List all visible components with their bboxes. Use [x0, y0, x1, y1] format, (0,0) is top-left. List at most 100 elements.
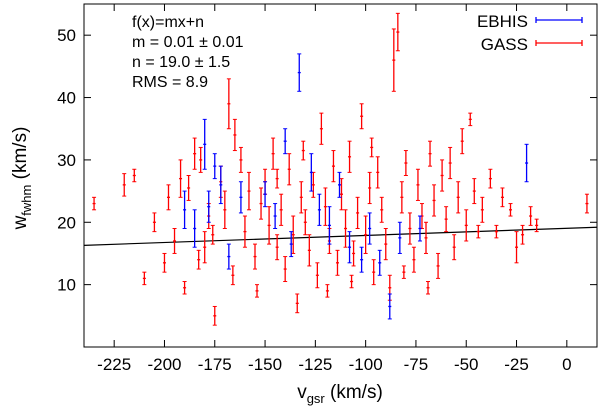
- gass-data-point: [92, 196, 97, 211]
- gass-data-point: [347, 140, 352, 173]
- ebhis-data-point: [212, 153, 217, 180]
- gass-data-point: [528, 206, 533, 226]
- gass-data-point: [444, 206, 449, 233]
- x-tick-label: -100: [349, 355, 383, 374]
- gass-data-point: [301, 140, 306, 161]
- ebhis-data-point: [226, 243, 231, 270]
- ebhis-data-point: [397, 221, 402, 254]
- fit-slope: m = 0.01 ± 0.01: [132, 34, 244, 51]
- gass-data-point: [343, 209, 348, 248]
- gass-data-point: [267, 206, 272, 245]
- gass-data-point: [375, 156, 380, 189]
- gass-data-point: [166, 184, 171, 211]
- x-tick-label: -25: [504, 355, 529, 374]
- gass-data-point: [202, 231, 207, 264]
- x-axis-label-main: v: [297, 382, 307, 403]
- gass-data-point: [287, 153, 292, 186]
- legend: EBHIS GASS: [477, 12, 583, 54]
- ebhis-data-point: [206, 190, 211, 223]
- gass-data-point: [132, 168, 137, 183]
- gass-data-point: [325, 284, 330, 298]
- data-points-layer: [92, 12, 589, 326]
- gass-data-point: [307, 234, 312, 267]
- gass-data-point: [186, 175, 191, 201]
- plot-frame: [83, 3, 598, 348]
- gass-data-point: [339, 178, 344, 211]
- ebhis-data-point: [359, 246, 364, 273]
- gass-data-point: [182, 281, 187, 295]
- x-axis-label: vgsr (km/s): [297, 382, 383, 406]
- gass-data-point: [271, 137, 276, 170]
- gass-data-point: [476, 224, 481, 239]
- gass-data-point: [367, 171, 372, 205]
- gass-data-point: [401, 265, 406, 279]
- y-tick-label: 50: [57, 26, 76, 45]
- gass-data-point: [440, 159, 445, 192]
- gass-data-point: [395, 12, 400, 52]
- gass-data-point: [210, 224, 215, 245]
- ebhis-data-point: [387, 293, 392, 320]
- gass-data-point: [359, 103, 364, 130]
- gass-data-point: [488, 168, 493, 189]
- gass-data-point: [534, 218, 539, 233]
- gass-data-point: [391, 28, 396, 92]
- gass-data-point: [584, 193, 589, 214]
- gass-data-point: [283, 256, 288, 283]
- ebhis-data-point: [297, 53, 302, 92]
- y-tick-label: 10: [57, 276, 76, 295]
- ebhis-data-point: [182, 190, 187, 230]
- gass-data-point: [212, 305, 217, 326]
- x-axis-label-unit: (km/s): [325, 382, 383, 403]
- ebhis-data-point: [202, 118, 207, 170]
- gass-data-point: [172, 228, 177, 254]
- gass-data-point: [299, 181, 304, 214]
- gass-data-point: [452, 234, 457, 261]
- ebhis-data-point: [283, 128, 288, 155]
- ebhis-data-point: [327, 206, 332, 245]
- gass-data-point: [232, 118, 237, 152]
- gass-data-point: [295, 293, 300, 314]
- gass-data-point: [331, 150, 336, 183]
- y-tick-label: 40: [57, 89, 76, 108]
- ebhis-data-point: [417, 215, 422, 242]
- ebhis-data-point: [263, 181, 268, 208]
- gass-data-point: [303, 209, 308, 236]
- gass-data-point: [226, 78, 231, 130]
- gass-data-point: [319, 112, 324, 145]
- gass-data-point: [196, 249, 201, 270]
- fit-intercept: n = 19.0 ± 1.5: [132, 54, 230, 71]
- gass-data-point: [255, 284, 260, 298]
- gass-data-point: [520, 224, 525, 245]
- gass-data-point: [514, 231, 519, 264]
- ebhis-data-point: [309, 153, 314, 192]
- gass-data-point: [192, 137, 197, 170]
- gass-data-point: [426, 281, 431, 295]
- gass-data-point: [275, 168, 280, 189]
- ebhis-data-point: [273, 203, 278, 230]
- gass-data-point: [403, 150, 408, 176]
- gass-data-point: [259, 187, 264, 220]
- gass-data-point: [424, 221, 428, 254]
- gass-data-point: [230, 265, 235, 286]
- gass-data-point: [275, 234, 280, 261]
- gass-data-point: [500, 187, 505, 208]
- gass-data-point: [238, 146, 243, 173]
- fit-line: [83, 226, 598, 246]
- gass-data-point: [428, 140, 433, 167]
- y-axis-label-sub: fwhm: [19, 185, 34, 216]
- y-tick-label: 20: [57, 213, 76, 232]
- x-tick-label: -175: [198, 355, 232, 374]
- fit-rms: RMS = 8.9: [132, 74, 208, 91]
- gass-data-point: [460, 128, 465, 155]
- ebhis-data-point: [238, 181, 243, 214]
- gass-data-point: [411, 246, 416, 273]
- x-tick-label: 0: [562, 355, 571, 374]
- gass-data-point: [311, 171, 316, 198]
- gass-data-point: [415, 168, 420, 201]
- x-axis-label-sub: gsr: [307, 391, 326, 406]
- ebhis-data-point: [337, 171, 342, 198]
- gass-data-point: [371, 259, 376, 286]
- annotation-block: f(x)=mx+n m = 0.01 ± 0.01 n = 19.0 ± 1.5…: [132, 14, 244, 91]
- gass-data-point: [379, 196, 384, 223]
